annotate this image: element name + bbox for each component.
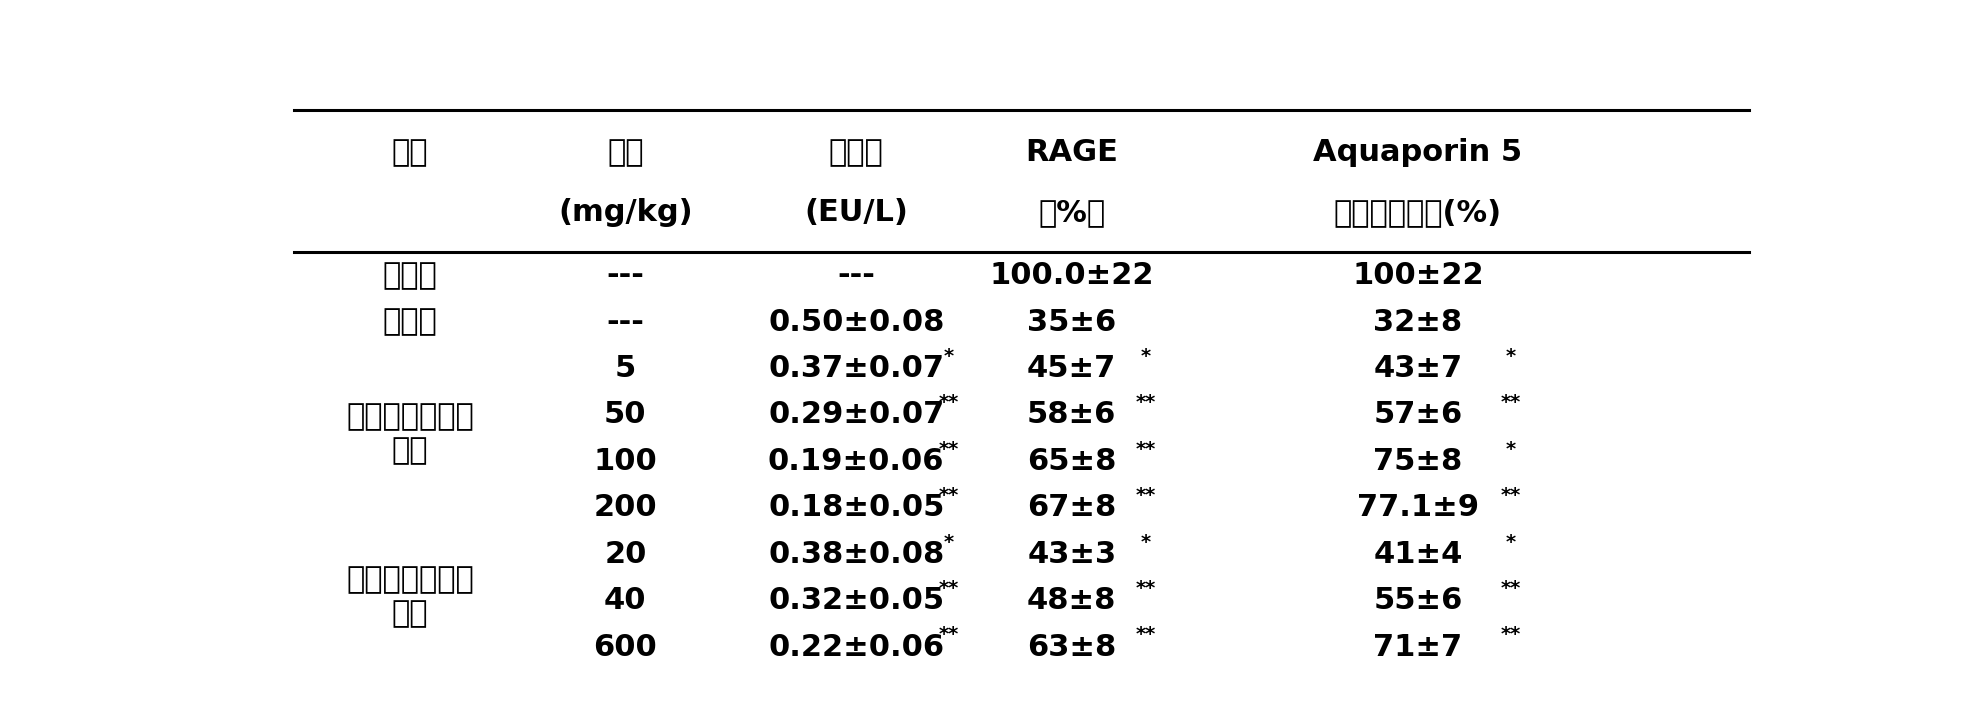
Text: 71±7: 71±7 <box>1374 632 1462 662</box>
Text: 32±8: 32±8 <box>1374 308 1462 337</box>
Text: RAGE: RAGE <box>1025 138 1118 167</box>
Text: 200: 200 <box>594 494 657 523</box>
Text: 100.0±22: 100.0±22 <box>989 261 1154 290</box>
Text: Aquaporin 5: Aquaporin 5 <box>1313 138 1523 167</box>
Text: 甲磺酸沙奎拉韦: 甲磺酸沙奎拉韦 <box>346 565 475 594</box>
Text: **: ** <box>1499 579 1521 598</box>
Text: 20: 20 <box>604 540 647 569</box>
Text: 0.22±0.06: 0.22±0.06 <box>769 632 943 662</box>
Text: 41±4: 41±4 <box>1372 540 1464 569</box>
Text: 45±7: 45±7 <box>1027 354 1116 383</box>
Text: **: ** <box>939 486 959 505</box>
Text: 600: 600 <box>594 632 657 662</box>
Text: 67±8: 67±8 <box>1027 494 1116 523</box>
Text: 100: 100 <box>594 447 657 476</box>
Text: **: ** <box>939 579 959 598</box>
Text: **: ** <box>1136 579 1156 598</box>
Text: **: ** <box>1136 393 1156 412</box>
Text: 甲磺酸沙奎拉韦: 甲磺酸沙奎拉韦 <box>346 403 475 431</box>
Text: 组别: 组别 <box>391 138 429 167</box>
Text: 0.32±0.05: 0.32±0.05 <box>769 587 943 615</box>
Text: 正常组: 正常组 <box>383 261 437 290</box>
Text: *: * <box>943 347 953 366</box>
Text: 58±6: 58±6 <box>1027 401 1116 430</box>
Text: **: ** <box>939 625 959 645</box>
Text: 100±22: 100±22 <box>1352 261 1484 290</box>
Text: 48±8: 48±8 <box>1027 587 1116 615</box>
Text: 0.38±0.08: 0.38±0.08 <box>769 540 943 569</box>
Text: **: ** <box>1136 440 1156 459</box>
Text: 43±3: 43±3 <box>1027 540 1116 569</box>
Text: **: ** <box>1499 393 1521 412</box>
Text: 0.29±0.07: 0.29±0.07 <box>769 401 943 430</box>
Text: 灰胃: 灰胃 <box>391 598 429 627</box>
Text: 5: 5 <box>616 354 636 383</box>
Text: (EU/L): (EU/L) <box>804 198 908 227</box>
Text: **: ** <box>1136 625 1156 645</box>
Text: 65±8: 65±8 <box>1027 447 1116 476</box>
Text: 63±8: 63±8 <box>1027 632 1116 662</box>
Text: 模型组: 模型组 <box>383 308 437 337</box>
Text: 75±8: 75±8 <box>1374 447 1462 476</box>
Text: 43±7: 43±7 <box>1374 354 1462 383</box>
Text: **: ** <box>1499 625 1521 645</box>
Text: 35±6: 35±6 <box>1027 308 1116 337</box>
Text: **: ** <box>1499 486 1521 505</box>
Text: *: * <box>1505 347 1515 366</box>
Text: **: ** <box>1136 486 1156 505</box>
Text: (mg/kg): (mg/kg) <box>558 198 693 227</box>
Text: 50: 50 <box>604 401 647 430</box>
Text: *: * <box>1140 347 1150 366</box>
Text: 77.1±9: 77.1±9 <box>1356 494 1480 523</box>
Text: ---: --- <box>606 308 643 337</box>
Text: 0.19±0.06: 0.19±0.06 <box>769 447 945 476</box>
Text: *: * <box>1505 533 1515 552</box>
Text: 内毒素: 内毒素 <box>828 138 884 167</box>
Text: ---: --- <box>838 261 876 290</box>
Text: 剂量: 剂量 <box>608 138 643 167</box>
Text: 注射: 注射 <box>391 436 429 465</box>
Text: 55±6: 55±6 <box>1372 587 1464 615</box>
Text: *: * <box>1505 440 1515 459</box>
Text: 57±6: 57±6 <box>1374 401 1462 430</box>
Text: 0.37±0.07: 0.37±0.07 <box>769 354 943 383</box>
Text: 0.18±0.05: 0.18±0.05 <box>769 494 945 523</box>
Text: *: * <box>943 533 953 552</box>
Text: 0.50±0.08: 0.50±0.08 <box>769 308 945 337</box>
Text: 40: 40 <box>604 587 647 615</box>
Text: **: ** <box>939 440 959 459</box>
Text: 阳性细胞表达(%): 阳性细胞表达(%) <box>1335 198 1501 227</box>
Text: **: ** <box>939 393 959 412</box>
Text: （%）: （%） <box>1039 198 1106 227</box>
Text: ---: --- <box>606 261 643 290</box>
Text: *: * <box>1140 533 1150 552</box>
